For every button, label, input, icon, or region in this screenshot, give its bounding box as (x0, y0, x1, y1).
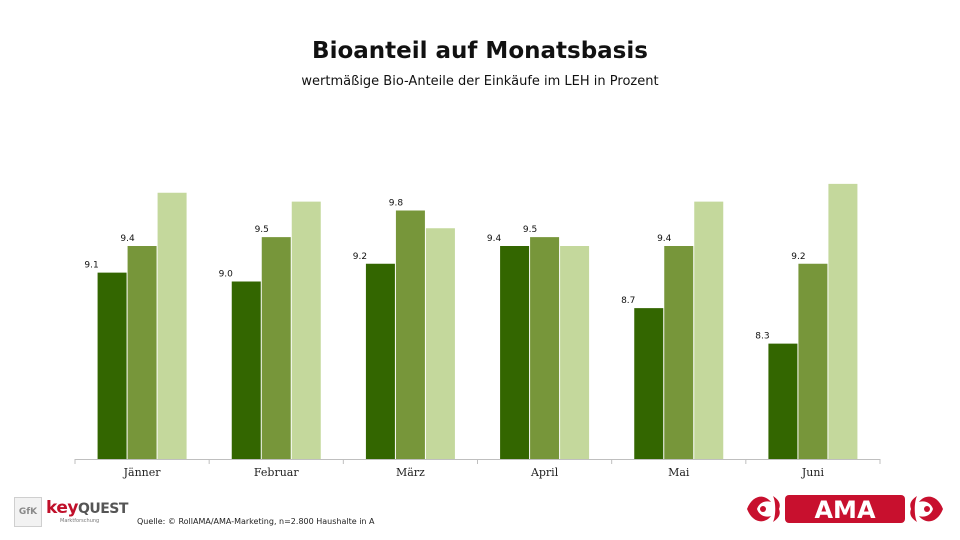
bar-1 (97, 272, 127, 459)
ama-ornament-right (910, 496, 943, 522)
bar-3 (828, 183, 858, 459)
data-label: 9.2 (353, 252, 367, 262)
x-tick-label: Februar (254, 466, 299, 479)
data-label: 9.1 (84, 261, 98, 271)
data-label: 9.4 (487, 234, 502, 244)
ama-ornament-left (747, 496, 780, 522)
x-tick-label: Mai (668, 466, 690, 479)
x-tick-label: März (396, 466, 425, 479)
bar-3 (291, 201, 321, 459)
bar-3 (157, 192, 187, 459)
chart-title: Bioanteil auf Monatsbasis (312, 38, 648, 64)
data-label: 9.5 (523, 225, 537, 235)
bar-2 (530, 237, 560, 459)
x-tick-label: Juni (801, 466, 825, 479)
data-label: 9.4 (657, 234, 672, 244)
bar-1 (365, 263, 395, 459)
x-tick-label: Jänner (123, 466, 162, 479)
data-label: 8.3 (755, 332, 769, 342)
bar-3 (694, 201, 724, 459)
data-label: 9.4 (120, 234, 135, 244)
bar-2 (395, 210, 425, 459)
bar-1 (231, 281, 261, 459)
data-label: 9.8 (389, 199, 404, 209)
bar-3 (425, 228, 455, 459)
gfk-badge: GfK (14, 497, 42, 527)
bar-1 (768, 343, 798, 459)
bar-1 (634, 308, 664, 459)
source-note: Quelle: © RollAMA/AMA-Marketing, n=2.800… (137, 517, 375, 526)
gfk-keyquest-logo: GfK keyQUEST Marktforschung (14, 497, 128, 527)
keyquest-quest: QUEST (77, 501, 128, 517)
bar-3 (560, 246, 590, 459)
keyquest-wordmark: keyQUEST (46, 498, 128, 518)
ama-plate (785, 495, 905, 523)
data-label: 9.2 (791, 252, 805, 262)
bar-2 (127, 246, 157, 459)
ama-logo: AMA (747, 495, 943, 524)
data-label: 8.7 (621, 296, 635, 306)
bar-2 (261, 237, 291, 459)
data-label: 9.5 (255, 225, 269, 235)
ama-wordmark: AMA (814, 496, 875, 524)
keyquest-subline: Marktforschung (60, 518, 100, 524)
x-tick-label: April (530, 466, 559, 479)
bar-2 (664, 246, 694, 459)
bar-1 (500, 246, 530, 459)
data-label: 9.0 (219, 270, 234, 280)
chart-subtitle: wertmäßige Bio-Anteile der Einkäufe im L… (301, 74, 659, 89)
bar-2 (798, 263, 828, 459)
keyquest-key: key (46, 498, 78, 518)
